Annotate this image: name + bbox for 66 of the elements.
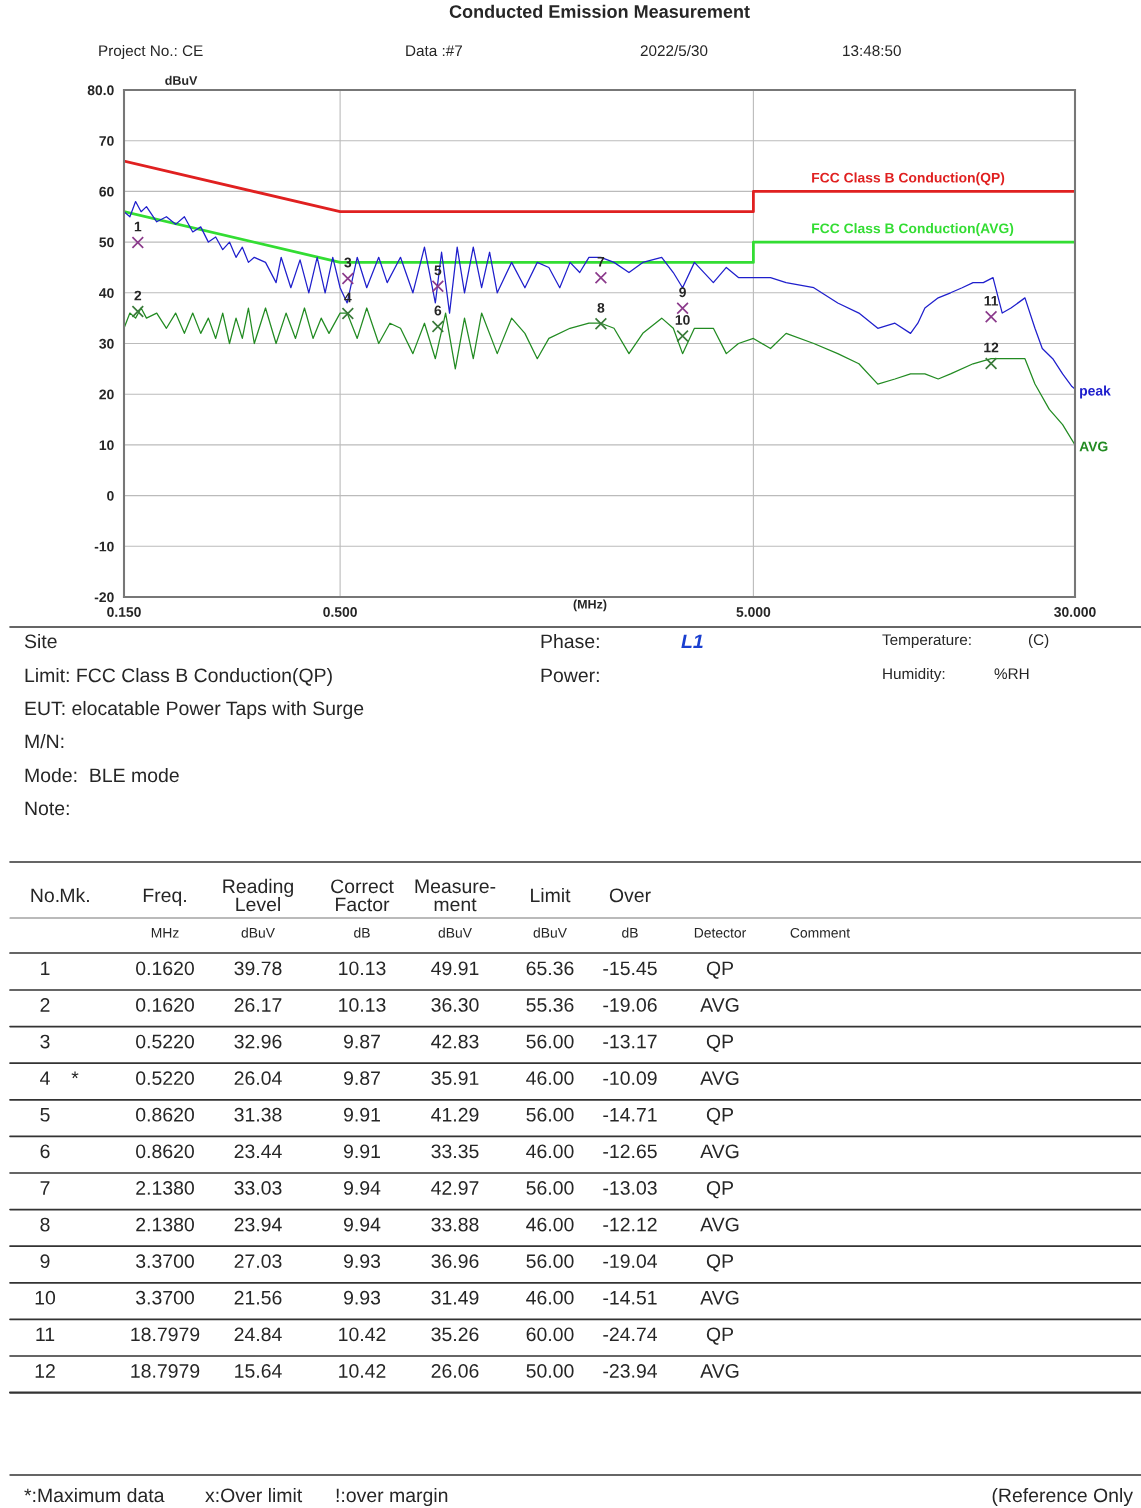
annotation: 10 xyxy=(675,315,690,325)
text: 2022/5/30 xyxy=(640,44,708,57)
y-tick-label: 10 xyxy=(99,440,114,451)
text: 2 0.1620 26.17 10.13 36.30 55.36 -19.06 AVG xyxy=(40,998,739,1012)
text: Limit: FCC Class B Conduction(QP) xyxy=(25,667,332,687)
x-tick-label: 5.000 xyxy=(736,607,771,617)
text: MHz dBuV dB dBuV dBuV dB Detector Comment xyxy=(151,927,850,938)
text: Mode: BLE mode xyxy=(25,767,179,783)
text: *:Maximum data xyxy=(24,1487,165,1503)
x-tick-label: 0.500 xyxy=(323,607,357,617)
y-tick-label: 20 xyxy=(99,389,114,400)
text: Humidity: xyxy=(883,667,945,683)
y-tick-label: 70 xyxy=(99,136,114,146)
text: 9 3.3700 27.03 9.93 36.96 56.00 -19.04 QP xyxy=(40,1254,734,1272)
text: M/N: xyxy=(25,733,64,749)
annotation: 11 xyxy=(984,296,999,306)
text: Phase: xyxy=(541,633,599,649)
annotation: 9 xyxy=(679,287,686,298)
text: Site xyxy=(24,633,57,649)
text: EUT: elocatable Power Taps with Surge xyxy=(25,700,364,720)
x-tick-label: 30.000 xyxy=(1054,607,1096,617)
annotation: 1 xyxy=(134,221,142,232)
annotation: 7 xyxy=(597,256,605,267)
text: (Reference Only xyxy=(992,1487,1133,1507)
y-tick-label: 0 xyxy=(107,490,114,501)
text: x:Over limit xyxy=(205,1487,303,1503)
y-tick-label: 40 xyxy=(99,288,114,298)
text: 6 0.8620 23.44 9.91 33.35 46.00 -12.65 AVG xyxy=(40,1144,739,1159)
text: Project No.: CE xyxy=(99,44,203,60)
text: !:over margin xyxy=(336,1487,448,1507)
text: 10 3.3700 21.56 9.93 31.49 46.00 -14.51 AVG xyxy=(35,1290,739,1305)
x-tick-label: 0.150 xyxy=(107,607,141,617)
y-tick-label: 60 xyxy=(99,186,114,197)
x-axis-title: (MHz) xyxy=(573,599,607,612)
annotation: 2 xyxy=(134,290,142,301)
text: L1 xyxy=(681,634,703,649)
y-tick-label: 30 xyxy=(99,338,114,349)
text: Data :#7 xyxy=(406,45,462,57)
text: 3 0.5220 32.96 9.87 42.83 56.00 -13.17 QP xyxy=(40,1034,734,1052)
text: 7 2.1380 33.03 9.94 42.97 56.00 -13.03 QP xyxy=(40,1181,734,1199)
annotation: 12 xyxy=(984,342,999,353)
text: %RH xyxy=(994,668,1029,680)
text: 5 0.8620 31.38 9.91 41.29 56.00 -14.71 QP xyxy=(40,1107,734,1126)
text: 12 18.7979 15.64 10.42 26.06 50.00 -23.94 AVG xyxy=(35,1364,739,1378)
y-tick-label: 50 xyxy=(99,237,114,248)
series-label: AVG xyxy=(1079,441,1108,452)
y-tick-label: -10 xyxy=(94,541,114,552)
y-axis-title: dBuV xyxy=(165,75,198,85)
text: 1 0.1620 39.78 10.13 49.91 65.36 -15.45 QP xyxy=(41,961,734,979)
text: Note: xyxy=(25,801,69,816)
text: (C) xyxy=(1028,633,1049,649)
text: 8 2.1380 23.94 9.94 33.88 46.00 -12.12 AVG xyxy=(40,1217,739,1232)
series-label: FCC Class B Conduction(QP) xyxy=(812,172,1005,186)
text: 13:48:50 xyxy=(843,45,901,57)
y-tick-label: 80.0 xyxy=(87,85,114,96)
annotation: 8 xyxy=(597,302,605,313)
series-label: FCC Class B Conduction(AVG) xyxy=(812,223,1014,237)
text: Temperature: xyxy=(882,634,971,649)
series-label: peak xyxy=(1080,385,1111,399)
text: 11 18.7979 24.84 10.42 35.26 60.00 -24.74 QP xyxy=(36,1327,734,1345)
chart-title: Conducted Emission Measurement xyxy=(449,4,750,18)
text: Power: xyxy=(541,668,599,683)
annotation: 6 xyxy=(434,305,442,316)
y-tick-label: -20 xyxy=(94,592,114,603)
text: 4 * 0.5220 26.04 9.87 35.91 46.00 -10.09 AVG xyxy=(40,1071,739,1086)
text: No.Mk. Freq. Reading Level Correct Factor Measure- ment Limit Over xyxy=(31,878,651,912)
